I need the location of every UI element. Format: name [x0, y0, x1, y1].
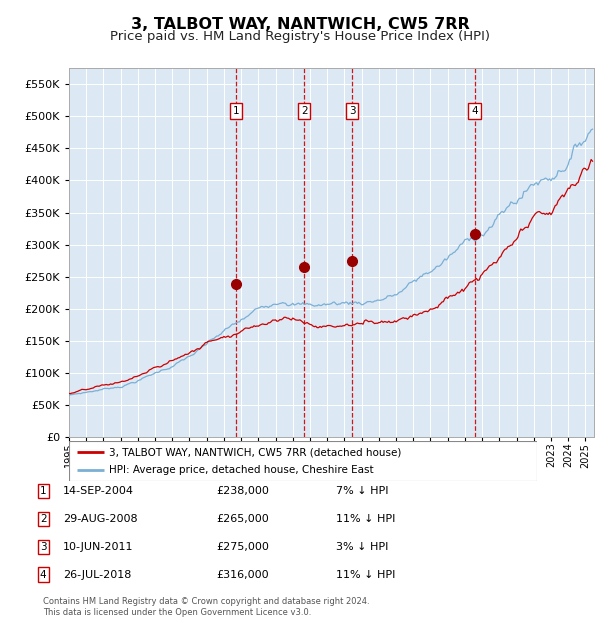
Text: 1: 1 — [233, 105, 239, 115]
Text: 3, TALBOT WAY, NANTWICH, CW5 7RR: 3, TALBOT WAY, NANTWICH, CW5 7RR — [131, 17, 469, 32]
Text: Price paid vs. HM Land Registry's House Price Index (HPI): Price paid vs. HM Land Registry's House … — [110, 30, 490, 43]
Text: 11% ↓ HPI: 11% ↓ HPI — [336, 514, 395, 524]
Text: 4: 4 — [472, 105, 478, 115]
Text: £265,000: £265,000 — [216, 514, 269, 524]
Text: HPI: Average price, detached house, Cheshire East: HPI: Average price, detached house, Ches… — [109, 466, 373, 476]
Text: £316,000: £316,000 — [216, 570, 269, 580]
Text: 3: 3 — [349, 105, 355, 115]
Text: £238,000: £238,000 — [216, 486, 269, 496]
Text: 1: 1 — [40, 486, 47, 496]
Text: 11% ↓ HPI: 11% ↓ HPI — [336, 570, 395, 580]
Text: 26-JUL-2018: 26-JUL-2018 — [63, 570, 131, 580]
Text: 14-SEP-2004: 14-SEP-2004 — [63, 486, 134, 496]
Text: £275,000: £275,000 — [216, 542, 269, 552]
Text: 29-AUG-2008: 29-AUG-2008 — [63, 514, 137, 524]
Text: 7% ↓ HPI: 7% ↓ HPI — [336, 486, 389, 496]
Text: 2: 2 — [301, 105, 307, 115]
Text: 4: 4 — [40, 570, 47, 580]
Text: 3, TALBOT WAY, NANTWICH, CW5 7RR (detached house): 3, TALBOT WAY, NANTWICH, CW5 7RR (detach… — [109, 448, 401, 458]
Text: 2: 2 — [40, 514, 47, 524]
Text: Contains HM Land Registry data © Crown copyright and database right 2024.
This d: Contains HM Land Registry data © Crown c… — [43, 598, 370, 617]
Text: 10-JUN-2011: 10-JUN-2011 — [63, 542, 133, 552]
Text: 3: 3 — [40, 542, 47, 552]
Text: 3% ↓ HPI: 3% ↓ HPI — [336, 542, 388, 552]
